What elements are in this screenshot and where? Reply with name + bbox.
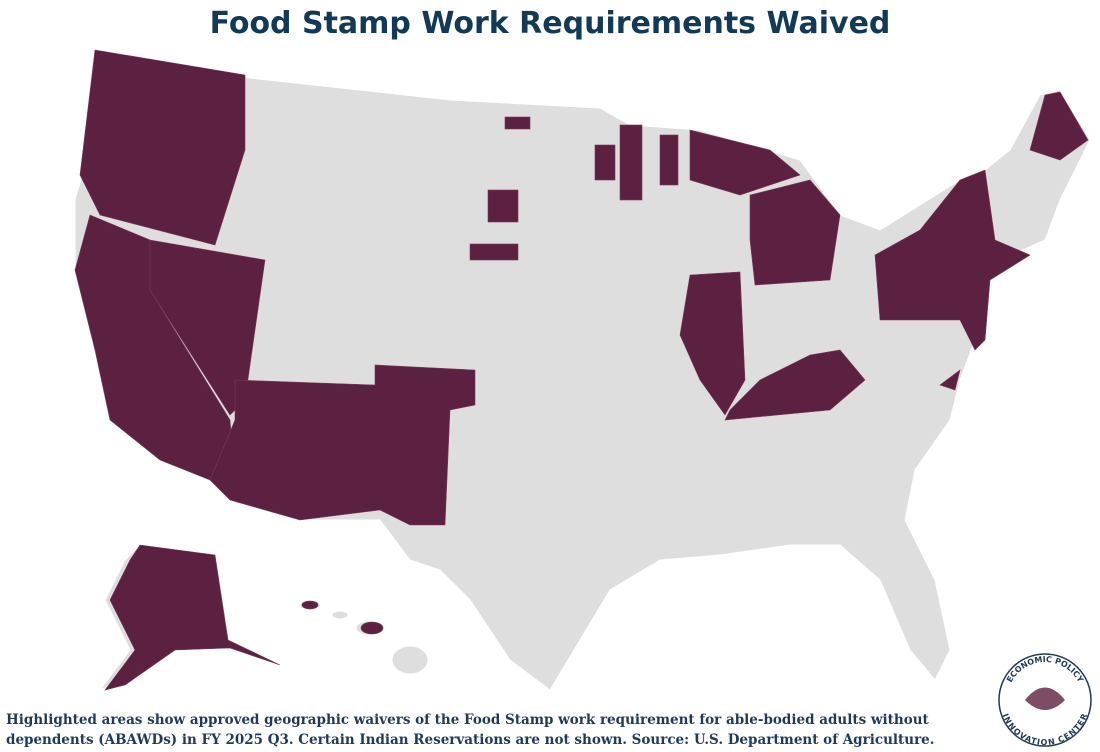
waiver-area [939, 369, 961, 391]
waiver-area [619, 124, 643, 201]
waiver-area [209, 364, 476, 526]
hawaii [299, 599, 429, 675]
waiver-area [504, 116, 531, 130]
caption-line: Highlighted areas show approved geograph… [6, 712, 930, 728]
waiver-area [874, 169, 1031, 351]
waiver-area [104, 544, 281, 691]
waiver-area [724, 349, 866, 421]
title: Food Stamp Work Requirements Waived [210, 6, 891, 41]
waiver-area [1029, 91, 1089, 161]
waiver-area [360, 621, 384, 635]
waiver-area [79, 49, 246, 246]
waiver-area [679, 271, 746, 416]
caption-line: dependents (ABAWDs) in FY 2025 Q3. Certa… [6, 732, 934, 748]
logo: ECONOMIC POLICY INNOVATION CENTER [998, 653, 1092, 747]
waiver-area [594, 144, 616, 181]
waiver-area [469, 243, 519, 261]
waiver-area [301, 600, 319, 610]
waiver-area [487, 189, 519, 223]
waived-areas [74, 49, 1089, 691]
waiver-area [689, 129, 801, 196]
map [74, 49, 1091, 691]
waiver-area [749, 179, 841, 286]
waiver-area [659, 134, 679, 186]
